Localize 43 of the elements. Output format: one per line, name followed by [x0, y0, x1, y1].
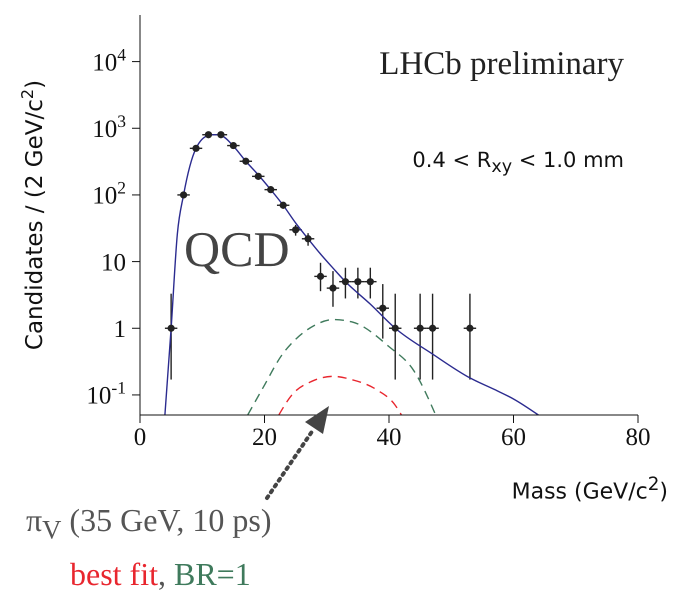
series-label: QCD	[184, 220, 290, 278]
point	[304, 235, 312, 242]
point	[366, 278, 374, 286]
y-tick-label: 10$^{4}$	[92, 44, 126, 76]
point	[428, 324, 436, 332]
point	[217, 131, 225, 138]
text: π$_{V}$ (35 GeV, 10 ps)	[26, 502, 272, 546]
x-tick-label: 40	[376, 424, 402, 451]
annotation: LHCb preliminary	[379, 46, 624, 83]
x-tick-label: 0	[134, 424, 146, 451]
point	[466, 324, 474, 332]
x-axis-title: Mass (GeV/c$^{2}$)	[512, 474, 668, 504]
point	[254, 172, 262, 180]
x-tick-label: 20	[252, 424, 277, 451]
annotation: 0.4 < R$_{xy}$ < 1.0 mm	[412, 148, 624, 178]
line-series	[278, 376, 402, 415]
point	[280, 202, 287, 209]
point	[416, 324, 424, 332]
point	[180, 191, 188, 199]
point	[192, 144, 200, 152]
point	[204, 131, 212, 138]
point	[292, 226, 300, 234]
point	[329, 284, 337, 292]
point	[242, 158, 250, 165]
y-tick-label: 10$^{2}$	[92, 178, 126, 210]
point	[354, 278, 362, 286]
line-series	[246, 318, 436, 415]
point	[168, 324, 175, 332]
point	[342, 278, 350, 286]
text: best fit	[70, 556, 158, 592]
y-tick-label: 10	[101, 249, 126, 276]
text: BR=1	[174, 556, 251, 592]
x-tick-label: 60	[501, 424, 526, 451]
x-tick-label: 80	[626, 424, 650, 451]
y-tick-label: 10$^{-1}$	[86, 378, 126, 410]
point	[379, 304, 386, 312]
text: ,	[158, 556, 167, 592]
y-tick-label: 1	[114, 316, 126, 344]
point	[392, 324, 399, 332]
point	[230, 142, 237, 150]
y-tick-label: 10$^{3}$	[92, 111, 126, 144]
point	[267, 186, 274, 194]
point	[316, 272, 324, 280]
